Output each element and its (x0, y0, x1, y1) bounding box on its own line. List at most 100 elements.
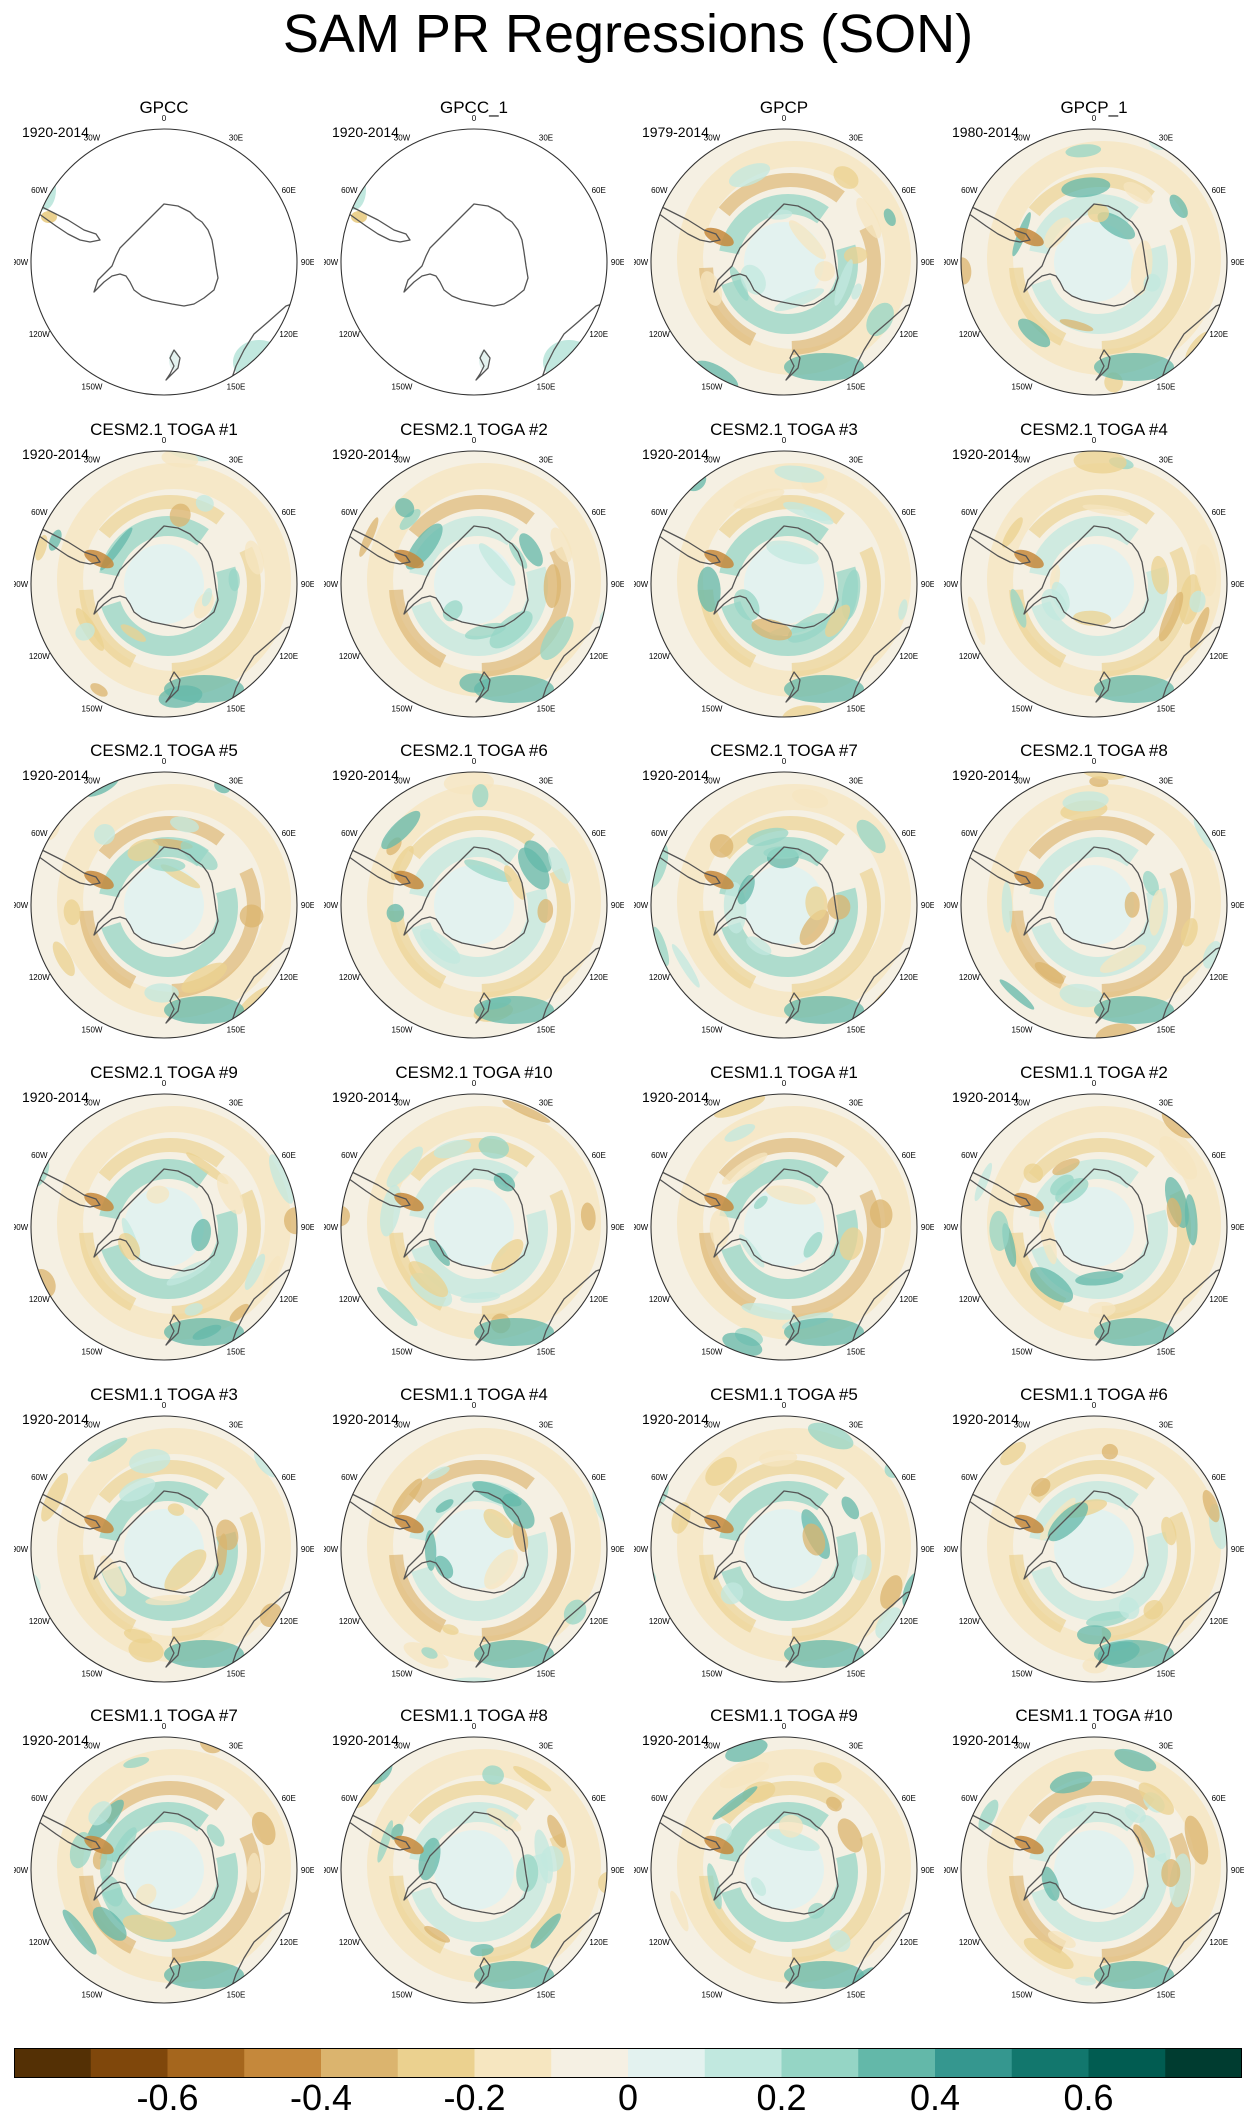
lon-label: 90W (944, 1545, 959, 1554)
antarctica-coastline (403, 1490, 529, 1594)
lon-label: 120W (959, 1295, 980, 1304)
lon-label: 60E (902, 829, 916, 838)
map-boundary (650, 450, 918, 718)
lon-label: 60W (31, 1151, 48, 1160)
map-boundary (340, 128, 608, 396)
lon-label: 150W (1012, 1991, 1033, 2000)
lon-label: 90W (14, 901, 29, 910)
colorbar-swatch (167, 2048, 245, 2078)
lon-label: 30E (229, 1741, 243, 1750)
lon-label: 30W (1014, 133, 1031, 142)
lon-label: 30W (704, 1098, 721, 1107)
polar-map: 030E60E90E120E150E180150W120W90W60W30W (324, 1079, 624, 1361)
lon-label: 60W (31, 186, 48, 195)
colorbar-swatch (551, 2048, 629, 2078)
map-panel: CESM1.1 TOGA #5 1920-2014 0 30E 60E 90E 120E 15… (634, 1385, 934, 1685)
antarctica-coastline (713, 846, 839, 950)
lon-label: 90E (301, 1866, 314, 1875)
panel-period: 1920-2014 (642, 446, 709, 462)
lon-label: 60W (341, 1151, 358, 1160)
lon-label: 150E (227, 1991, 246, 2000)
lon-label: 90W (324, 258, 339, 267)
panel-period: 1920-2014 (952, 1089, 1019, 1105)
lon-label: 150E (537, 1991, 556, 2000)
lon-label: 120E (1209, 330, 1228, 339)
lon-label: 120W (29, 1938, 50, 1947)
panel-period: 1920-2014 (332, 1732, 399, 1748)
lon-label: 60E (1212, 186, 1226, 195)
field-layer (651, 1737, 917, 2003)
lon-label: 60W (651, 508, 668, 517)
new-zealand-coastline (475, 1636, 491, 1668)
map-boundary (650, 771, 918, 1039)
panel-period: 1920-2014 (22, 446, 89, 462)
lon-label: 120W (649, 1295, 670, 1304)
lon-label: 60W (961, 508, 978, 517)
panel-period: 1920-2014 (642, 1089, 709, 1105)
field-layer (651, 129, 917, 395)
south-america-coastline (651, 1801, 721, 1851)
panel-period: 1920-2014 (332, 124, 399, 140)
polar-map: 030E60E90E120E150E180150W120W90W60W30W (324, 1722, 624, 2004)
lon-label: 150E (847, 1991, 866, 2000)
lon-label: 60W (31, 508, 48, 517)
lon-label: 90E (611, 580, 624, 589)
colorbar-swatch (397, 2048, 475, 2078)
colorbar-swatch (90, 2048, 168, 2078)
lon-label: 120W (29, 652, 50, 661)
south-america-coastline (651, 515, 721, 565)
field-layer (961, 1416, 1227, 1682)
lon-label: 60W (31, 829, 48, 838)
lon-label: 90W (14, 1866, 29, 1875)
new-zealand-coastline (785, 1314, 801, 1346)
panel-title: CESM1.1 TOGA #3 (90, 1385, 238, 1404)
lon-label: 30W (1014, 1741, 1031, 1750)
south-america-coastline (31, 836, 101, 886)
panel-period: 1920-2014 (22, 767, 89, 783)
map-panel: CESM1.1 TOGA #7 1920-2014 0 30E 60E 90E 120E 15… (14, 1706, 314, 2006)
new-zealand-coastline (785, 349, 801, 381)
new-zealand-coastline (785, 1636, 801, 1668)
field-layer (341, 451, 607, 717)
antarctica-coastline (93, 203, 219, 307)
lon-label: 150E (227, 705, 246, 714)
panel-title: CESM1.1 TOGA #6 (1020, 1385, 1168, 1404)
map-boundary (30, 1415, 298, 1683)
map-panel: CESM1.1 TOGA #6 1920-2014 0 30E 60E 90E 120E 15… (944, 1385, 1244, 1685)
lon-label: 150E (537, 1026, 556, 1035)
lon-label: 90W (324, 901, 339, 910)
map-panel: GPCP_11980-2014030E60E90E120E150E180150W… (944, 98, 1244, 398)
lon-label: 60W (651, 829, 668, 838)
panel-period: 1920-2014 (332, 1411, 399, 1427)
panel-period: 1920-2014 (642, 767, 709, 783)
lon-label: 150W (392, 705, 413, 714)
colorbar-label: -0.2 (443, 2077, 506, 2118)
lon-label: 90E (301, 901, 314, 910)
lon-label: 0 (782, 114, 787, 123)
new-zealand-coastline (1095, 992, 1111, 1024)
lon-label: 30E (539, 776, 553, 785)
lon-label: 90E (611, 1545, 624, 1554)
panel-title: CESM1.1 TOGA #5 (710, 1385, 858, 1404)
panel-period: 1979-2014 (642, 124, 709, 140)
south-america-coastline (961, 515, 1031, 565)
colorbar-label: 0.2 (756, 2077, 807, 2118)
lon-label: 150W (82, 1348, 103, 1357)
panel-period: 1920-2014 (642, 1411, 709, 1427)
lon-label: 90W (634, 1223, 649, 1232)
map-panel: CESM2.1 TOGA #6 1920-2014 0 30E 60E 90E 120E 15… (324, 741, 624, 1041)
panel-title: CESM1.1 TOGA #9 (710, 1706, 858, 1725)
lon-label: 150W (82, 1026, 103, 1035)
lon-label: 30W (1014, 1420, 1031, 1429)
lon-label: 120W (649, 1938, 670, 1947)
polar-map: 030E60E90E120E150E180150W120W90W60W30W (634, 1722, 934, 2004)
field-layer (961, 1737, 1227, 2003)
lon-label: 60W (341, 1794, 358, 1803)
panel-period: 1920-2014 (952, 1732, 1019, 1748)
new-zealand-coastline (165, 1314, 181, 1346)
lon-label: 120E (589, 1295, 608, 1304)
lon-label: 120E (279, 1617, 298, 1626)
polar-map: 030E60E90E120E150E180150W120W90W60W30W (944, 1722, 1244, 2004)
field-layer (341, 1416, 607, 1682)
panel-title: CESM1.1 TOGA #10 (1015, 1706, 1173, 1725)
